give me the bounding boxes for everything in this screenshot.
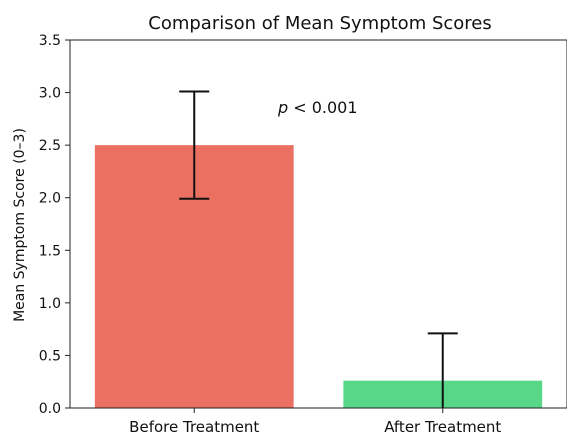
x-category-label: Before Treatment (129, 418, 259, 436)
error-bars (179, 90, 458, 408)
significance-annotation: p < 0.001 (277, 98, 358, 117)
x-category-label: After Treatment (384, 418, 501, 436)
p-symbol: p (277, 98, 288, 117)
x-axis-categories: Before Treatment After Treatment (129, 408, 501, 436)
y-tick-label: 1.5 (39, 243, 61, 259)
chart-title: Comparison of Mean Symptom Scores (148, 13, 492, 34)
y-axis-label: Mean Symptom Score (0–3) (12, 128, 28, 322)
y-tick-label: 3.5 (39, 33, 61, 49)
y-tick-label: 1.0 (39, 296, 61, 312)
y-tick-label: 0.5 (39, 348, 61, 364)
p-value: < 0.001 (288, 98, 357, 117)
y-tick-label: 2.0 (39, 191, 61, 207)
y-axis-ticks: 0.0 0.5 1.0 1.5 2.0 2.5 3.0 3.5 (39, 33, 70, 417)
bars (94, 145, 543, 408)
y-tick-label: 0.0 (39, 401, 61, 417)
y-tick-label: 2.5 (39, 138, 61, 154)
y-tick-label: 3.0 (39, 86, 61, 102)
plot-frame (69, 39, 567, 409)
